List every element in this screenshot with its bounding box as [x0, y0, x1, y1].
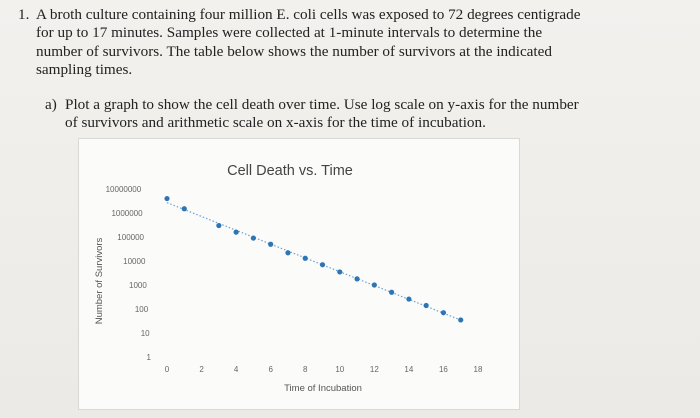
data-point [458, 317, 464, 323]
data-points [164, 195, 464, 323]
y-tick-label: 10000000 [106, 185, 142, 194]
data-point [440, 310, 447, 316]
y-tick-label: 100 [135, 305, 149, 314]
y-axis-title: Number of Survivors [94, 237, 105, 324]
x-tick-labels: 0 2 4 6 8 10 12 14 16 18 [165, 365, 483, 374]
x-tick-label: 6 [268, 365, 273, 374]
data-point [337, 269, 343, 275]
x-tick-label: 8 [303, 365, 308, 374]
y-tick-label: 10 [141, 329, 150, 338]
data-point [233, 229, 239, 235]
chart-title: Cell Death vs. Time [227, 163, 353, 179]
x-tick-label: 16 [439, 365, 448, 374]
y-tick-labels: 1 10 100 1000 10000 100000 1000000 10000000 [106, 185, 152, 362]
x-tick-label: 4 [234, 365, 239, 374]
data-point [354, 276, 360, 282]
trendline-path [166, 202, 461, 321]
part-a-label: a) [45, 96, 57, 113]
x-tick-label: 12 [370, 365, 379, 374]
x-axis-title: Time of Incubation [284, 383, 362, 394]
part-a-line: Plot a graph to show the cell death over… [65, 96, 579, 113]
data-point [285, 250, 291, 256]
data-point [164, 195, 170, 202]
data-point [268, 241, 274, 247]
cell-death-chart: Cell Death vs. Time Time of Incubation N… [94, 163, 483, 394]
data-point [371, 282, 377, 288]
problem-line: for up to 17 minutes. Samples were colle… [36, 24, 543, 42]
data-point [250, 235, 256, 241]
chart-panel: Cell Death vs. Time Time of Incubation N… [78, 138, 520, 410]
data-point [389, 289, 395, 295]
data-point [302, 255, 308, 261]
x-tick-label: 10 [335, 365, 344, 374]
problem-line: number of survivors. The table below sho… [36, 42, 552, 60]
y-tick-label: 1000000 [111, 209, 143, 218]
y-tick-label: 1 [147, 353, 152, 362]
problem-line: A broth culture containing four million … [36, 6, 581, 23]
part-a-text: Plot a graph to show the cell death over… [65, 96, 665, 133]
data-point [216, 222, 222, 229]
x-tick-label: 2 [199, 365, 204, 374]
y-tick-label: 1000 [129, 281, 147, 290]
problem-line: sampling times. [36, 61, 133, 79]
x-tick-label: 0 [165, 365, 170, 374]
x-tick-label: 18 [474, 365, 483, 374]
trendline [166, 202, 461, 321]
data-point [181, 206, 187, 212]
y-tick-label: 10000 [123, 257, 146, 266]
data-point [423, 302, 429, 309]
problem-number: 1. [18, 6, 30, 23]
part-a-line: of survivors and arithmetic scale on x-a… [65, 114, 486, 132]
y-tick-label: 100000 [117, 233, 144, 242]
data-point [319, 262, 326, 268]
x-tick-label: 14 [404, 365, 413, 374]
problem-text: A broth culture containing four million … [36, 6, 676, 80]
data-point [406, 296, 412, 302]
